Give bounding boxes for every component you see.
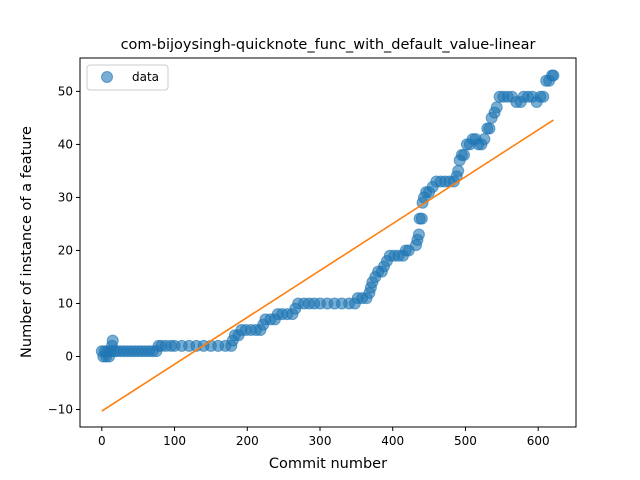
y-tick-label-30: 30: [58, 190, 73, 204]
legend-label-data: data: [132, 70, 159, 84]
data-point-98: [458, 149, 470, 162]
legend-marker-data: [101, 71, 113, 83]
y-tick-label-20: 20: [58, 243, 73, 257]
data-point-126: [547, 69, 560, 82]
y-axis: −10 0 10 20 30 40 50: [48, 84, 80, 417]
data-point-107: [483, 122, 496, 135]
x-tick-label-400: 400: [381, 434, 404, 448]
y-tick-label--10: −10: [48, 403, 73, 417]
x-tick-label-200: 200: [236, 434, 259, 448]
y-tick-label-40: 40: [58, 137, 73, 151]
data-point-83: [415, 212, 428, 225]
data-point-95: [452, 164, 465, 177]
data-point-8: [106, 334, 119, 347]
plot-frame: [79, 57, 577, 428]
y-tick-label-10: 10: [58, 296, 73, 310]
data-point-105: [478, 133, 491, 146]
x-axis-label: Commit number: [269, 456, 387, 472]
data-point-110: [490, 101, 503, 114]
x-axis: 0 100 200 300 400 500 600: [98, 427, 550, 448]
y-tick-label-0: 0: [65, 349, 73, 363]
x-tick-label-0: 0: [98, 434, 106, 448]
legend: data: [86, 64, 169, 91]
x-tick-label-600: 600: [527, 434, 550, 448]
data-point-122: [537, 90, 550, 103]
data-point-81: [412, 228, 425, 241]
chart-title: com-bijoysingh-quicknote_func_with_defau…: [121, 37, 536, 53]
x-tick-label-500: 500: [454, 434, 477, 448]
y-tick-label-50: 50: [58, 84, 73, 98]
y-axis-label: Number of instance of a feature: [19, 126, 35, 358]
x-tick-label-300: 300: [309, 434, 332, 448]
fit-line: [101, 119, 554, 412]
x-tick-label-100: 100: [163, 434, 186, 448]
